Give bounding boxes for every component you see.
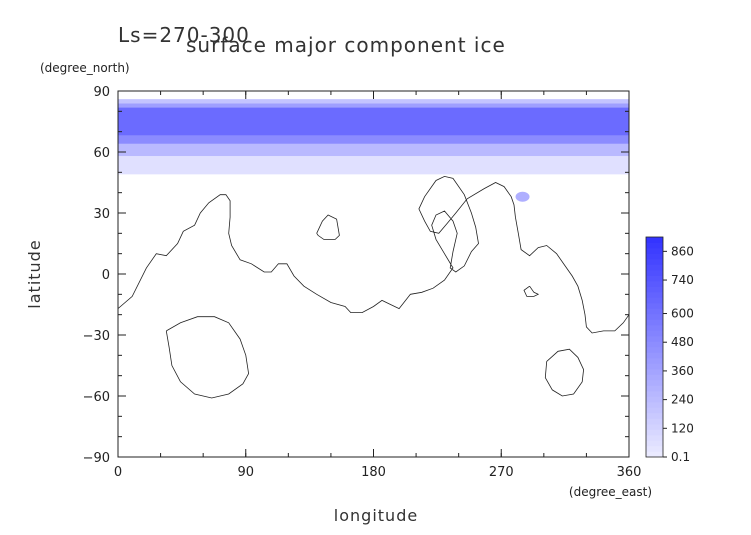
y-tick-label: −60 — [83, 390, 110, 405]
ice-band — [118, 103, 629, 108]
axis-ticks: 0 90 180 270 360 90 60 30 0 −30 −60 −90 — [83, 85, 642, 480]
colorbar-segment — [646, 325, 663, 331]
y-tick-label: −30 — [83, 329, 110, 344]
colorbar-segment — [646, 396, 663, 403]
contour-line — [118, 175, 629, 334]
colorbar-segment — [646, 336, 663, 342]
colorbar-segment — [646, 358, 663, 364]
colorbar: 860 740 600 480 360 240 120 0.1 — [645, 236, 694, 464]
ice-band — [118, 99, 629, 104]
y-tick-label: −90 — [83, 451, 110, 466]
colorbar-segment — [646, 259, 663, 265]
colorbar-segment — [646, 446, 663, 452]
colorbar-segment — [646, 429, 663, 436]
ice-band — [118, 156, 629, 175]
contour-line — [165, 316, 250, 399]
contour-line — [544, 348, 585, 397]
colorbar-label: 120 — [671, 421, 694, 435]
colorbar-segment — [646, 314, 663, 320]
x-tick-label: 360 — [617, 465, 642, 480]
colorbar-segment — [646, 237, 663, 243]
colorbar-segment — [646, 413, 663, 419]
colorbar-segment — [646, 451, 663, 458]
chart-title: surface major component ice — [186, 33, 506, 57]
colorbar-segment — [646, 424, 663, 430]
contour-line — [316, 214, 340, 240]
colorbar-segment — [646, 380, 663, 386]
colorbar-segment — [646, 341, 663, 348]
y-tick-label: 60 — [93, 146, 110, 161]
colorbar-label: 740 — [671, 273, 694, 287]
y-tick-label: 0 — [102, 268, 110, 283]
colorbar-frame — [645, 236, 664, 458]
colorbar-segment — [646, 308, 663, 315]
colorbar-segment — [646, 391, 663, 397]
colorbar-segment — [646, 292, 663, 298]
contour-line — [523, 285, 540, 297]
colorbar-segment — [646, 264, 663, 271]
colorbar-segment — [646, 347, 663, 353]
ice-band — [118, 143, 629, 157]
colorbar-segment — [646, 330, 663, 337]
x-tick-label: 270 — [489, 465, 514, 480]
colorbar-segment — [646, 248, 663, 254]
colorbar-segment — [646, 297, 663, 304]
colorbar-segment — [646, 275, 663, 282]
colorbar-segment — [646, 369, 663, 375]
x-tick-label: 180 — [361, 465, 386, 480]
y-unit-label: (degree_north) — [40, 61, 130, 75]
ice-field — [118, 99, 629, 202]
colorbar-label: 860 — [671, 244, 694, 258]
ice-band — [118, 135, 629, 144]
colorbar-segment — [646, 385, 663, 392]
colorbar-segment — [646, 407, 663, 414]
colorbar-label: 600 — [671, 307, 694, 321]
colorbar-segment — [646, 253, 663, 260]
colorbar-label: 240 — [671, 393, 694, 407]
colorbar-segment — [646, 319, 663, 326]
colorbar-label: 360 — [671, 364, 694, 378]
y-axis-title: latitude — [25, 239, 44, 308]
colorbar-segment — [646, 418, 663, 425]
colorbar-segment — [646, 363, 663, 370]
y-tick-label: 30 — [93, 207, 110, 222]
colorbar-segment — [646, 303, 663, 309]
colorbar-segment — [646, 281, 663, 287]
colorbar-segment — [646, 270, 663, 276]
colorbar-segment — [646, 435, 663, 441]
x-tick-label: 90 — [237, 465, 254, 480]
x-unit-label: (degree_east) — [569, 485, 652, 499]
colorbar-segment — [646, 286, 663, 293]
colorbar-segment — [646, 402, 663, 408]
x-axis-title: longitude — [334, 506, 418, 525]
colorbar-label: 0.1 — [671, 450, 690, 464]
colorbar-segment — [646, 352, 663, 359]
topography-contours — [118, 175, 629, 399]
colorbar-label: 480 — [671, 335, 694, 349]
chart-period-title: Ls=270-300 — [118, 23, 250, 47]
colorbar-segment — [646, 374, 663, 381]
ice-patch — [515, 191, 530, 202]
ice-band — [118, 107, 629, 136]
colorbar-segment — [646, 440, 663, 447]
colorbar-segment — [646, 242, 663, 249]
x-tick-label: 0 — [114, 465, 122, 480]
y-tick-label: 90 — [93, 85, 110, 100]
